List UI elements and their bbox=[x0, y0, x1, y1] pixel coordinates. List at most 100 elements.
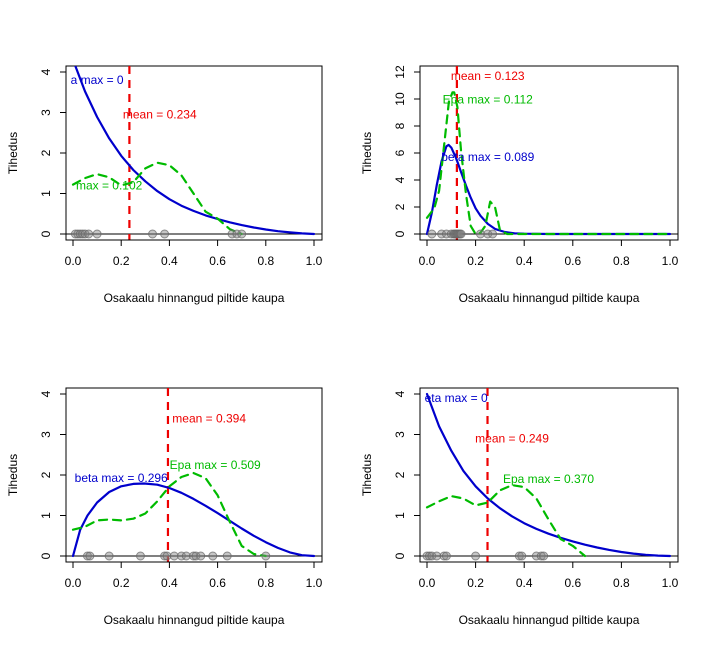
x-tick-label: 0.6 bbox=[209, 576, 226, 590]
data-point bbox=[432, 551, 442, 561]
data-point bbox=[85, 551, 95, 561]
data-point bbox=[181, 551, 191, 561]
data-point bbox=[160, 551, 170, 561]
data-point bbox=[422, 551, 432, 561]
data-point bbox=[441, 229, 451, 239]
data-point bbox=[427, 551, 437, 561]
y-tick-label: 4 bbox=[39, 390, 53, 397]
y-tick-label: 4 bbox=[393, 390, 407, 397]
data-point bbox=[261, 551, 271, 561]
epa-density-line bbox=[425, 91, 672, 236]
data-point bbox=[439, 551, 449, 561]
y-tick-label: 1 bbox=[39, 190, 53, 197]
y-tick-label: 0 bbox=[393, 230, 407, 237]
y-tick-label: 10 bbox=[393, 92, 407, 106]
x-tick-label: 0.8 bbox=[257, 254, 274, 268]
y-tick-label: 4 bbox=[39, 68, 53, 75]
y-tick-label: 1 bbox=[39, 512, 53, 519]
annotation-label: a max = 0 bbox=[71, 73, 124, 87]
epa-density-line bbox=[425, 484, 587, 558]
y-axis-title: Tihedus bbox=[360, 454, 374, 496]
data-point bbox=[441, 551, 451, 561]
data-point bbox=[471, 551, 481, 561]
data-point bbox=[437, 229, 447, 239]
data-point bbox=[531, 551, 541, 561]
x-tick-label: 0.4 bbox=[516, 254, 533, 268]
x-tick-label: 0.4 bbox=[161, 254, 178, 268]
y-tick-label: 3 bbox=[39, 109, 53, 116]
data-point bbox=[92, 229, 102, 239]
x-tick-label: 0.8 bbox=[613, 576, 630, 590]
x-tick-label: 0.2 bbox=[467, 576, 484, 590]
x-tick-label: 0.4 bbox=[516, 576, 533, 590]
y-tick-label: 2 bbox=[39, 471, 53, 478]
plot-area: mean = 0.123 Epa max = 0.112 beta max = 0.… bbox=[420, 66, 678, 240]
annotation-label: beta max = 0.089 bbox=[441, 150, 534, 164]
annotation-label: Epa max = 0.509 bbox=[170, 458, 261, 472]
y-tick-label: 2 bbox=[393, 471, 407, 478]
x-tick-label: 0.6 bbox=[564, 254, 581, 268]
data-point bbox=[456, 229, 466, 239]
data-point bbox=[536, 551, 546, 561]
x-tick-label: 1.0 bbox=[662, 254, 679, 268]
x-tick-label: 0.0 bbox=[419, 576, 436, 590]
x-tick-label: 0.0 bbox=[65, 576, 82, 590]
annotation-label: mean = 0.234 bbox=[123, 108, 197, 122]
y-tick-label: 4 bbox=[393, 176, 407, 183]
epa-density-line bbox=[71, 471, 267, 558]
data-point bbox=[162, 551, 172, 561]
x-tick-label: 0.4 bbox=[161, 576, 178, 590]
plot-area: a max = 0 mean = 0.234 max = 0.102 bbox=[66, 66, 322, 240]
y-tick-label: 2 bbox=[393, 203, 407, 210]
data-point bbox=[82, 551, 92, 561]
beta-density-line bbox=[71, 482, 316, 558]
data-point bbox=[514, 551, 524, 561]
data-point bbox=[196, 551, 206, 561]
x-tick-label: 1.0 bbox=[306, 576, 323, 590]
x-tick-label: 0.6 bbox=[209, 254, 226, 268]
annotation-label: Epa max = 0.370 bbox=[503, 472, 594, 486]
x-tick-label: 1.0 bbox=[306, 254, 323, 268]
annotation-label: eta max = 0 bbox=[425, 391, 488, 405]
plot-area: eta max = 0 mean = 0.249 Epa max = 0.370 bbox=[420, 388, 678, 562]
data-point bbox=[84, 229, 94, 239]
data-point bbox=[189, 551, 198, 561]
data-point bbox=[488, 229, 498, 239]
x-tick-label: 0.0 bbox=[65, 254, 82, 268]
annotation-label: mean = 0.249 bbox=[475, 432, 549, 446]
y-axis-title: Tihedus bbox=[6, 132, 20, 174]
x-tick-label: 0.8 bbox=[613, 254, 630, 268]
x-axis-title: Osakaalu hinnangud piltide kaupa bbox=[104, 613, 285, 627]
data-point bbox=[70, 229, 80, 239]
y-tick-label: 2 bbox=[39, 149, 53, 156]
data-point bbox=[191, 551, 201, 561]
x-tick-label: 0.2 bbox=[467, 254, 484, 268]
data-point bbox=[160, 229, 170, 239]
data-point bbox=[169, 551, 179, 561]
y-axis-title: Tihedus bbox=[6, 454, 20, 496]
x-tick-label: 0.8 bbox=[257, 576, 274, 590]
x-axis-title: Osakaalu hinnangud piltide kaupa bbox=[459, 613, 640, 627]
data-point bbox=[176, 551, 186, 561]
annotation-label: Epa max = 0.112 bbox=[443, 93, 533, 107]
data-point bbox=[424, 551, 434, 561]
x-axis-title: Osakaalu hinnangud piltide kaupa bbox=[459, 291, 640, 305]
data-point bbox=[222, 551, 232, 561]
chart-panel-1: a max = 0 mean = 0.234 max = 0.102 0.0 0.2 0.… bbox=[6, 65, 323, 305]
beta-density-line bbox=[425, 392, 672, 558]
data-point bbox=[227, 229, 237, 239]
annotation-label: mean = 0.394 bbox=[172, 411, 246, 425]
x-tick-label: 0.0 bbox=[419, 254, 436, 268]
data-point bbox=[539, 551, 549, 561]
data-point bbox=[135, 551, 145, 561]
plot-frame bbox=[65, 65, 323, 241]
y-tick-label: 0 bbox=[39, 230, 53, 237]
y-tick-label: 8 bbox=[393, 122, 407, 129]
y-tick-label: 0 bbox=[39, 552, 53, 559]
y-tick-label: 3 bbox=[39, 431, 53, 438]
data-point bbox=[73, 229, 83, 239]
